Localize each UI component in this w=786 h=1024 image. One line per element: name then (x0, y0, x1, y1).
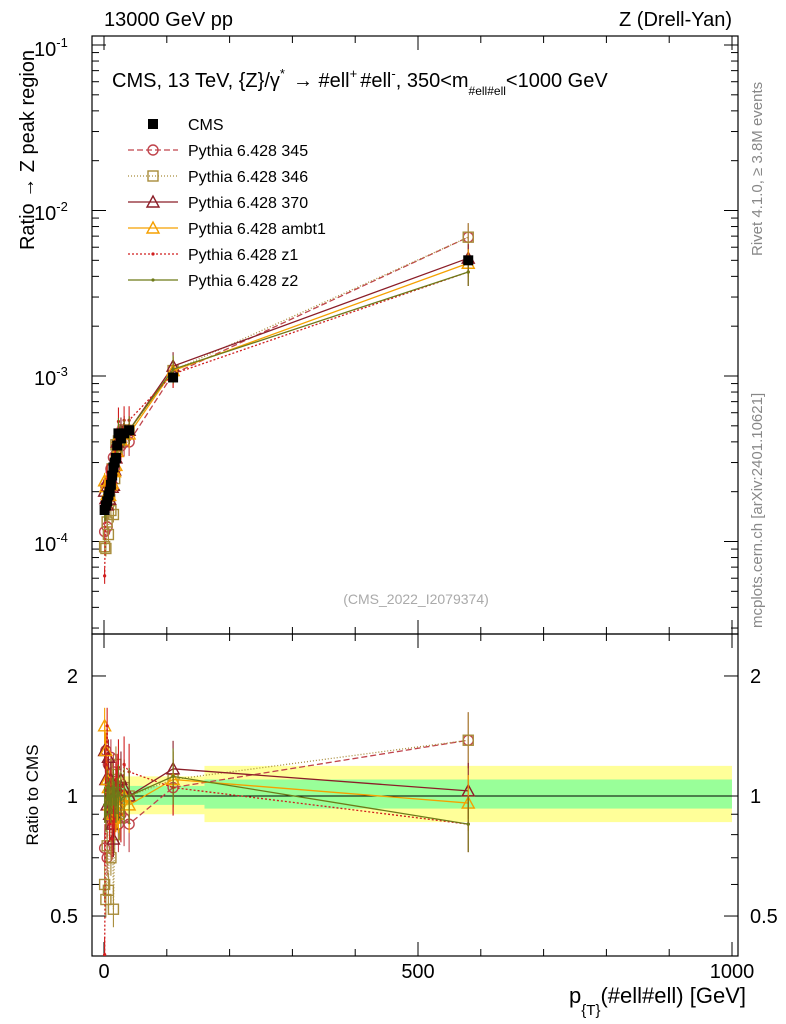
ratio-line-z1 (103, 725, 469, 955)
point-p346 (101, 516, 113, 528)
ratio-point-z2 (466, 822, 470, 826)
svg-text:Pythia 6.428 ambt1: Pythia 6.428 ambt1 (188, 221, 326, 238)
legend-marker-cms (148, 119, 158, 129)
ratio-plot-frame (91, 633, 739, 957)
legend-entry-p370: Pythia 6.428 370 (128, 194, 308, 212)
ratio-point-p370 (106, 831, 121, 845)
point-cms (105, 479, 116, 490)
legend-entry-cms: CMS (148, 117, 224, 134)
series-line-z2 (104, 271, 469, 515)
ratio-point-z1 (103, 953, 107, 956)
ratio-point-z1 (108, 822, 112, 826)
legend-entry-ambt1: Pythia 6.428 ambt1 (128, 220, 326, 238)
point-p346 (462, 231, 474, 243)
x-tick-label-500: 500 (401, 961, 434, 983)
svg-text:p{T}(#ell#ell) [GeV]: p{T}(#ell#ell) [GeV] (569, 983, 746, 1019)
legend: CMS Pythia 6.428 345 Pythia 6.428 346 Py… (128, 117, 326, 290)
ratio-line-p346 (103, 739, 469, 910)
ratio-axis-title: Ratio to CMS (23, 744, 42, 845)
ratio-tick-label-0.5-left: 0.5 (50, 906, 78, 928)
svg-text:Pythia 6.428 345: Pythia 6.428 345 (188, 143, 308, 160)
svg-text:10-3: 10-3 (34, 364, 68, 390)
ratio-point-z2 (104, 812, 108, 816)
ratio-tick-label-1-right: 1 (750, 786, 761, 808)
y-tick-label-1e-2: 10-2 (34, 199, 68, 225)
legend-marker-z1 (151, 252, 155, 256)
point-cms (112, 440, 123, 451)
ratio-point-z1 (122, 762, 126, 767)
legend-marker-ambt1 (145, 220, 161, 234)
ratio-point-z1 (105, 724, 109, 728)
point-p346 (100, 542, 112, 555)
main-plot-data (97, 223, 476, 584)
ratio-tick-label-2-right: 2 (750, 666, 761, 688)
svg-text:CMS, 13 TeV, {Z}/γ*→ #ell+#el: CMS, 13 TeV, {Z}/γ* → #ell+ #ell-, 350<m#e… (112, 66, 608, 98)
legend-entry-z2: Pythia 6.428 z2 (128, 273, 298, 290)
point-cms (102, 496, 113, 507)
point-cms (110, 452, 121, 463)
svg-text:10-1: 10-1 (34, 35, 68, 61)
legend-marker-p370 (145, 194, 161, 208)
mcplots-label: mcplots.cern.ch [arXiv:2401.10621] (749, 393, 766, 628)
legend-marker-z2 (151, 278, 155, 282)
point-cms (168, 372, 179, 383)
legend-marker-p346 (147, 170, 159, 182)
ratio-point-z1 (110, 837, 114, 841)
ratio-tick-label-0.5-right: 0.5 (750, 906, 778, 928)
svg-text:Pythia 6.428 z2: Pythia 6.428 z2 (188, 273, 298, 290)
legend-marker-p345 (147, 144, 159, 156)
ratio-point-z2 (119, 797, 123, 802)
ratio-tick-label-1-left: 1 (67, 786, 78, 808)
ratio-point-p346 (107, 903, 120, 915)
rivet-label: Rivet 4.1.0, ≥ 3.8M events (749, 82, 766, 256)
y-tick-label-1e-4: 10-4 (34, 530, 68, 556)
legend-entry-z1: Pythia 6.428 z1 (128, 247, 298, 264)
ratio-point-p346 (100, 893, 112, 906)
series-line-p370 (103, 257, 469, 506)
point-z2 (466, 270, 470, 274)
header-right: Z (Drell-Yan) (619, 9, 732, 31)
point-cms (107, 470, 118, 481)
ratio-point-p346 (462, 734, 474, 746)
svg-text:10-4: 10-4 (34, 530, 68, 556)
svg-text:10-2: 10-2 (34, 199, 68, 225)
svg-text:Pythia 6.428 346: Pythia 6.428 346 (188, 169, 308, 186)
legend-entry-p346: Pythia 6.428 346 (128, 169, 308, 186)
x-axis-title: p{T}(#ell#ell) [GeV] (569, 983, 746, 1019)
svg-text:CMS: CMS (188, 117, 224, 134)
x-tick-label-1000: 1000 (710, 961, 755, 983)
svg-text:Pythia 6.428 z1: Pythia 6.428 z1 (188, 247, 298, 264)
plot-title: CMS, 13 TeV, {Z}/γ* → #ell+ #ell-, 350<m#e… (112, 66, 608, 98)
axis-ticks (92, 36, 738, 956)
y-tick-label-1e-1: 10-1 (34, 35, 68, 61)
ratio-plot-data (97, 707, 476, 956)
series-line-ambt1 (103, 262, 469, 497)
uncertainty-bands (92, 765, 738, 823)
point-z1 (103, 574, 107, 578)
series-line-z1 (103, 271, 469, 576)
axis-tick-labels: 0 500 1000 10-4 10-3 10-2 10-1 2 1 0.5 2… (34, 35, 778, 983)
ratio-point-p346 (102, 884, 115, 897)
point-p346 (102, 528, 115, 541)
y-tick-label-1e-3: 10-3 (34, 364, 68, 390)
x-tick-label-0: 0 (98, 961, 109, 983)
point-cms (104, 486, 115, 497)
point-cms (119, 428, 130, 439)
analysis-watermark: (CMS_2022_I2079374) (343, 591, 489, 607)
ratio-tick-label-2-left: 2 (67, 666, 78, 688)
svg-text:Pythia 6.428 370: Pythia 6.428 370 (188, 195, 308, 212)
ratio-point-z2 (127, 794, 131, 798)
ratio-point-z2 (171, 774, 175, 778)
ratio-point-z2 (116, 790, 121, 795)
ratio-point-z1 (104, 762, 108, 767)
y-axis-title: Ratio → Z peak region (17, 50, 39, 250)
legend-entry-p345: Pythia 6.428 345 (128, 143, 308, 160)
point-cms (124, 425, 135, 436)
point-z2 (171, 367, 175, 371)
point-cms (463, 255, 474, 266)
ratio-point-z2 (122, 794, 126, 798)
header-left: 13000 GeV pp (104, 9, 233, 31)
